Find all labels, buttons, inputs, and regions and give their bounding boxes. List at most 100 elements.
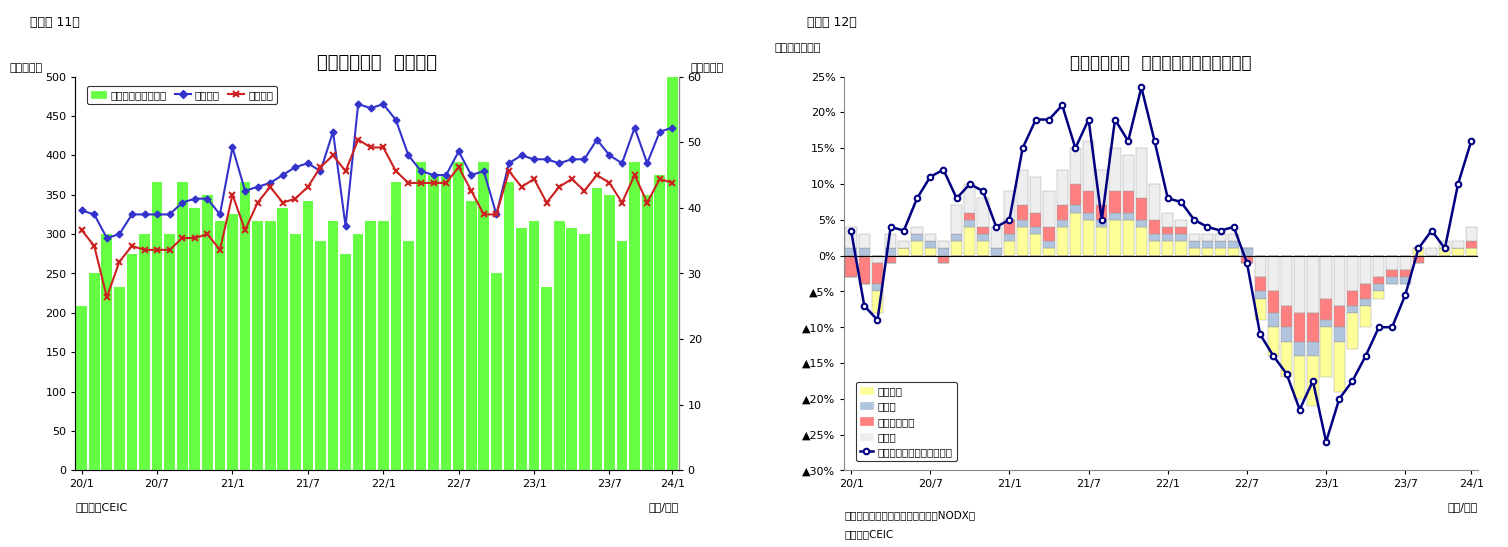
Bar: [1122, 155, 1134, 191]
Bar: [964, 213, 976, 220]
Bar: [1321, 327, 1332, 377]
Bar: [991, 248, 1001, 255]
Bar: [911, 241, 923, 255]
Bar: [1069, 213, 1081, 255]
Text: （図表 12）: （図表 12）: [807, 16, 857, 30]
Bar: [127, 254, 137, 470]
Bar: [365, 221, 375, 470]
Bar: [1294, 255, 1306, 313]
Bar: [541, 287, 552, 470]
Bar: [1280, 255, 1292, 306]
Bar: [605, 195, 615, 470]
Bar: [428, 175, 439, 470]
Bar: [1044, 241, 1054, 248]
Bar: [567, 228, 578, 470]
Bar: [1175, 227, 1187, 234]
Bar: [977, 241, 989, 255]
Bar: [977, 199, 989, 227]
Bar: [1030, 227, 1042, 234]
Bar: [1069, 184, 1081, 206]
Bar: [1188, 234, 1200, 241]
Bar: [1110, 191, 1120, 213]
Bar: [1374, 292, 1384, 299]
Bar: [1202, 248, 1212, 255]
Bar: [1360, 284, 1371, 299]
Bar: [1149, 234, 1160, 241]
Bar: [101, 234, 112, 470]
Bar: [1163, 241, 1173, 255]
Bar: [911, 227, 923, 234]
Bar: [1439, 248, 1451, 255]
Bar: [952, 234, 962, 241]
Bar: [1280, 306, 1292, 327]
Bar: [1110, 220, 1120, 255]
Bar: [1096, 220, 1107, 227]
Bar: [924, 241, 936, 248]
Bar: [1228, 234, 1240, 241]
Bar: [885, 248, 896, 255]
Text: （資料）CEIC: （資料）CEIC: [75, 502, 128, 512]
Bar: [964, 227, 976, 255]
Bar: [1175, 220, 1187, 227]
Bar: [1149, 220, 1160, 234]
Bar: [252, 221, 262, 470]
Bar: [315, 241, 326, 470]
Bar: [492, 274, 502, 470]
Bar: [1333, 255, 1345, 306]
Bar: [1268, 327, 1279, 356]
Bar: [1175, 241, 1187, 255]
Bar: [190, 208, 201, 470]
Bar: [1057, 206, 1068, 220]
Bar: [1333, 341, 1345, 392]
Bar: [1307, 255, 1318, 313]
Bar: [1004, 220, 1015, 234]
Bar: [1280, 327, 1292, 341]
Bar: [403, 241, 413, 470]
Bar: [964, 220, 976, 227]
Bar: [1399, 255, 1411, 270]
Title: シンガポール  貿易収支: シンガポール 貿易収支: [317, 54, 437, 72]
Bar: [290, 234, 300, 470]
Bar: [1374, 277, 1384, 284]
Bar: [1228, 241, 1240, 248]
Bar: [529, 221, 540, 470]
Bar: [846, 255, 857, 277]
Bar: [1241, 248, 1253, 255]
Bar: [667, 77, 677, 470]
Bar: [872, 284, 884, 292]
Legend: 電子製品, 医薬品, 石油化学製品, その他, 非石油輸出（再輸出除く）: 電子製品, 医薬品, 石油化学製品, その他, 非石油輸出（再輸出除く）: [857, 382, 958, 461]
Bar: [277, 208, 288, 470]
Text: （億ドル）: （億ドル）: [9, 63, 42, 73]
Bar: [885, 255, 896, 263]
Bar: [1386, 255, 1398, 270]
Bar: [553, 221, 564, 470]
Bar: [1136, 199, 1148, 220]
Bar: [1360, 306, 1371, 327]
Bar: [1307, 356, 1318, 406]
Bar: [1202, 241, 1212, 248]
Bar: [1215, 234, 1226, 241]
Bar: [1268, 255, 1279, 292]
Bar: [1149, 241, 1160, 255]
Bar: [1268, 292, 1279, 313]
Bar: [89, 274, 100, 470]
Bar: [202, 195, 213, 470]
Bar: [591, 188, 602, 470]
Bar: [176, 182, 187, 470]
Bar: [1057, 170, 1068, 206]
Bar: [1215, 241, 1226, 248]
Bar: [899, 241, 909, 248]
Bar: [952, 241, 962, 255]
Bar: [1321, 320, 1332, 327]
Bar: [416, 162, 427, 470]
Bar: [379, 221, 389, 470]
Bar: [1321, 299, 1332, 320]
Bar: [1083, 191, 1095, 213]
Bar: [1069, 148, 1081, 184]
Bar: [1122, 220, 1134, 255]
Text: （年/月）: （年/月）: [1448, 502, 1478, 512]
Bar: [152, 182, 163, 470]
Bar: [1057, 220, 1068, 227]
Bar: [1004, 191, 1015, 220]
Bar: [214, 221, 225, 470]
